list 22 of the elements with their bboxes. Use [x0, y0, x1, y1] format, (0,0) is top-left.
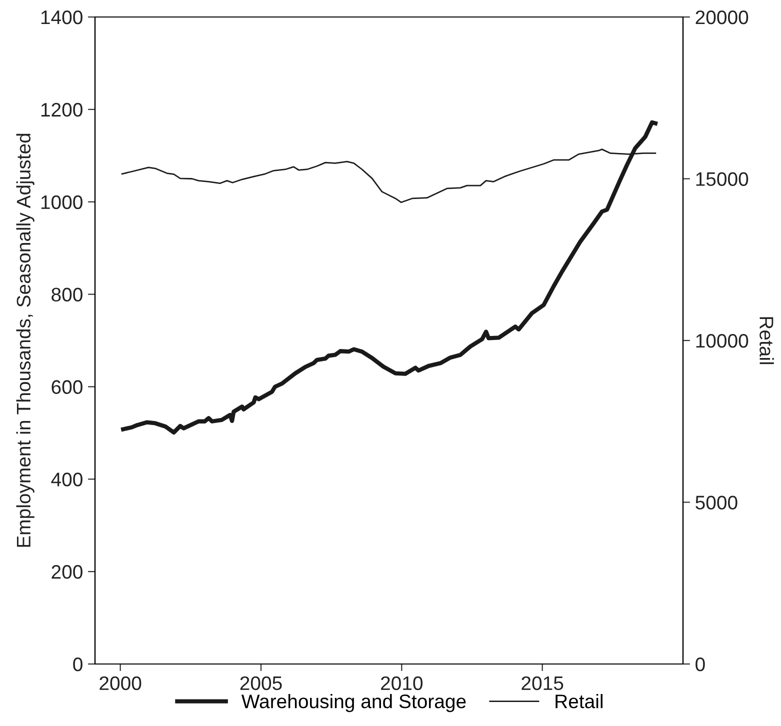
legend-label: Retail [556, 694, 602, 708]
y-tick-label: 1000 [41, 195, 82, 210]
y-axis-title: Employment in Thousands, Seasonally Adjusted [16, 134, 34, 547]
y2-tick-label: 20000 [696, 10, 748, 24]
y-tick-label: 1400 [41, 10, 82, 24]
y-tick-label: 1200 [41, 102, 82, 117]
y2-axis-title: Retail [760, 317, 774, 364]
x-tick-label: 2005 [240, 676, 282, 690]
line-series [121, 120, 658, 435]
y-tick-label: 200 [52, 565, 82, 579]
legend-label: Warehousing and Storage [241, 694, 466, 712]
x-tick-label: 2000 [100, 676, 142, 690]
y2-tick-label: 10000 [696, 334, 748, 348]
y-tick-label: 0 [73, 657, 82, 672]
x-tick-label: 2015 [522, 676, 564, 690]
y-tick-label: 600 [52, 380, 82, 394]
x-tick-label: 2010 [381, 676, 423, 690]
y2-tick-label: 5000 [696, 496, 738, 510]
y-tick-label: 800 [52, 288, 82, 302]
y2-tick-label: 15000 [696, 172, 748, 186]
y2-tick-label: 0 [696, 657, 705, 672]
y-tick-label: 400 [51, 472, 82, 486]
